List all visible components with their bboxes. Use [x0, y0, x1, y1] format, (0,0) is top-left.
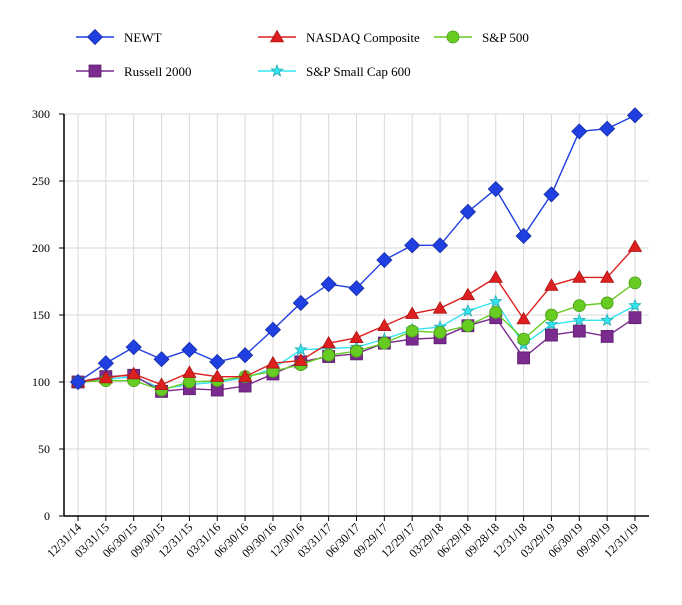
data-point-s-p-small-cap-600	[294, 342, 308, 356]
data-point-newt	[264, 321, 282, 338]
data-point-nasdaq-composite	[98, 370, 114, 384]
data-point-nasdaq-composite	[488, 270, 503, 283]
data-point-nasdaq-composite	[599, 270, 615, 283]
data-point-nasdaq-composite	[210, 369, 225, 382]
data-point-s-p-500	[545, 308, 558, 322]
legend-item-russell-2000: Russell 2000	[76, 64, 192, 79]
data-point-newt	[69, 373, 87, 391]
data-point-s-p-small-cap-600	[488, 294, 503, 308]
legend-label: S&P Small Cap 600	[306, 64, 411, 79]
data-point-newt	[487, 180, 504, 198]
data-point-newt	[181, 341, 198, 358]
data-point-s-p-500	[377, 336, 391, 350]
legend-marker	[88, 64, 102, 78]
data-point-s-p-500	[517, 332, 530, 346]
y-tick-label: 150	[32, 308, 50, 322]
data-point-newt	[376, 251, 393, 269]
legend-label: S&P 500	[482, 30, 529, 45]
data-point-newt	[404, 237, 421, 254]
legend-item-s-p-small-cap-600: S&P Small Cap 600	[258, 63, 411, 79]
data-point-newt	[320, 276, 337, 293]
data-point-newt	[125, 339, 142, 356]
y-tick-label: 300	[32, 107, 50, 121]
data-point-newt	[348, 280, 365, 297]
data-point-s-p-500	[350, 344, 363, 358]
data-point-s-p-500	[322, 348, 336, 362]
data-point-newt	[543, 186, 560, 203]
data-point-newt	[97, 355, 114, 372]
data-point-newt	[599, 120, 616, 137]
data-point-newt	[209, 353, 226, 370]
y-tick-label: 200	[32, 241, 50, 255]
data-point-nasdaq-composite	[321, 335, 336, 349]
data-point-newt	[626, 107, 644, 124]
data-point-nasdaq-composite	[460, 287, 476, 301]
data-point-newt	[571, 123, 588, 140]
data-point-nasdaq-composite	[544, 278, 559, 291]
y-tick-label: 0	[44, 509, 50, 523]
series-group	[69, 107, 644, 398]
data-point-nasdaq-composite	[182, 365, 197, 378]
data-point-nasdaq-composite	[405, 306, 420, 319]
legend-item-nasdaq-composite: NASDAQ Composite	[258, 29, 420, 45]
data-point-nasdaq-composite	[126, 366, 141, 380]
y-tick-label: 50	[38, 442, 50, 456]
data-point-russell-2000	[517, 351, 530, 365]
y-tick-label: 250	[32, 174, 50, 188]
data-point-russell-2000	[600, 330, 614, 343]
legend-label: NEWT	[124, 30, 162, 45]
data-point-newt	[515, 227, 532, 245]
data-point-s-p-500	[489, 305, 503, 319]
data-point-russell-2000	[572, 324, 586, 338]
data-point-newt	[237, 347, 254, 364]
data-point-nasdaq-composite	[572, 270, 587, 283]
legend-label: Russell 2000	[124, 64, 192, 79]
data-point-nasdaq-composite	[265, 355, 281, 369]
data-point-s-p-small-cap-600	[628, 298, 642, 312]
data-point-nasdaq-composite	[237, 369, 253, 382]
data-point-nasdaq-composite	[293, 353, 308, 366]
data-point-newt	[292, 294, 309, 312]
data-point-s-p-500	[572, 299, 586, 313]
data-point-s-p-small-cap-600	[572, 313, 587, 327]
data-point-nasdaq-composite	[516, 311, 531, 325]
data-point-s-p-small-cap-600	[544, 317, 559, 331]
data-point-nasdaq-composite	[154, 377, 169, 390]
data-point-nasdaq-composite	[377, 318, 392, 331]
data-point-s-p-500	[405, 324, 419, 338]
legend-marker	[269, 29, 285, 43]
data-point-russell-2000	[628, 311, 642, 325]
data-point-s-p-500	[628, 276, 642, 290]
legend-marker	[270, 63, 284, 77]
legend-marker	[86, 28, 104, 46]
data-point-nasdaq-composite	[349, 330, 364, 344]
legend-item-s-p-500: S&P 500	[434, 30, 529, 45]
data-point-s-p-500	[433, 326, 447, 339]
data-point-s-p-500	[600, 296, 614, 310]
data-point-s-p-500	[461, 319, 475, 333]
axes: 05010015020025030012/31/1403/31/1506/30/…	[32, 107, 649, 560]
legend: NEWT NASDAQ Composite S&P 500 Russell 2000 S…	[76, 28, 529, 79]
grid	[64, 113, 649, 516]
data-point-nasdaq-composite	[627, 239, 643, 252]
data-point-s-p-small-cap-600	[600, 313, 614, 327]
legend-label: NASDAQ Composite	[306, 30, 420, 45]
legend-marker	[446, 30, 460, 44]
data-point-nasdaq-composite	[432, 300, 448, 314]
data-point-newt	[153, 351, 170, 368]
legend-item-newt: NEWT	[76, 28, 162, 46]
series-newt	[69, 107, 644, 391]
data-point-russell-2000	[545, 328, 558, 342]
data-point-newt	[459, 203, 476, 220]
data-point-s-p-small-cap-600	[461, 303, 475, 317]
y-tick-label: 100	[32, 375, 50, 389]
data-point-newt	[431, 237, 449, 254]
